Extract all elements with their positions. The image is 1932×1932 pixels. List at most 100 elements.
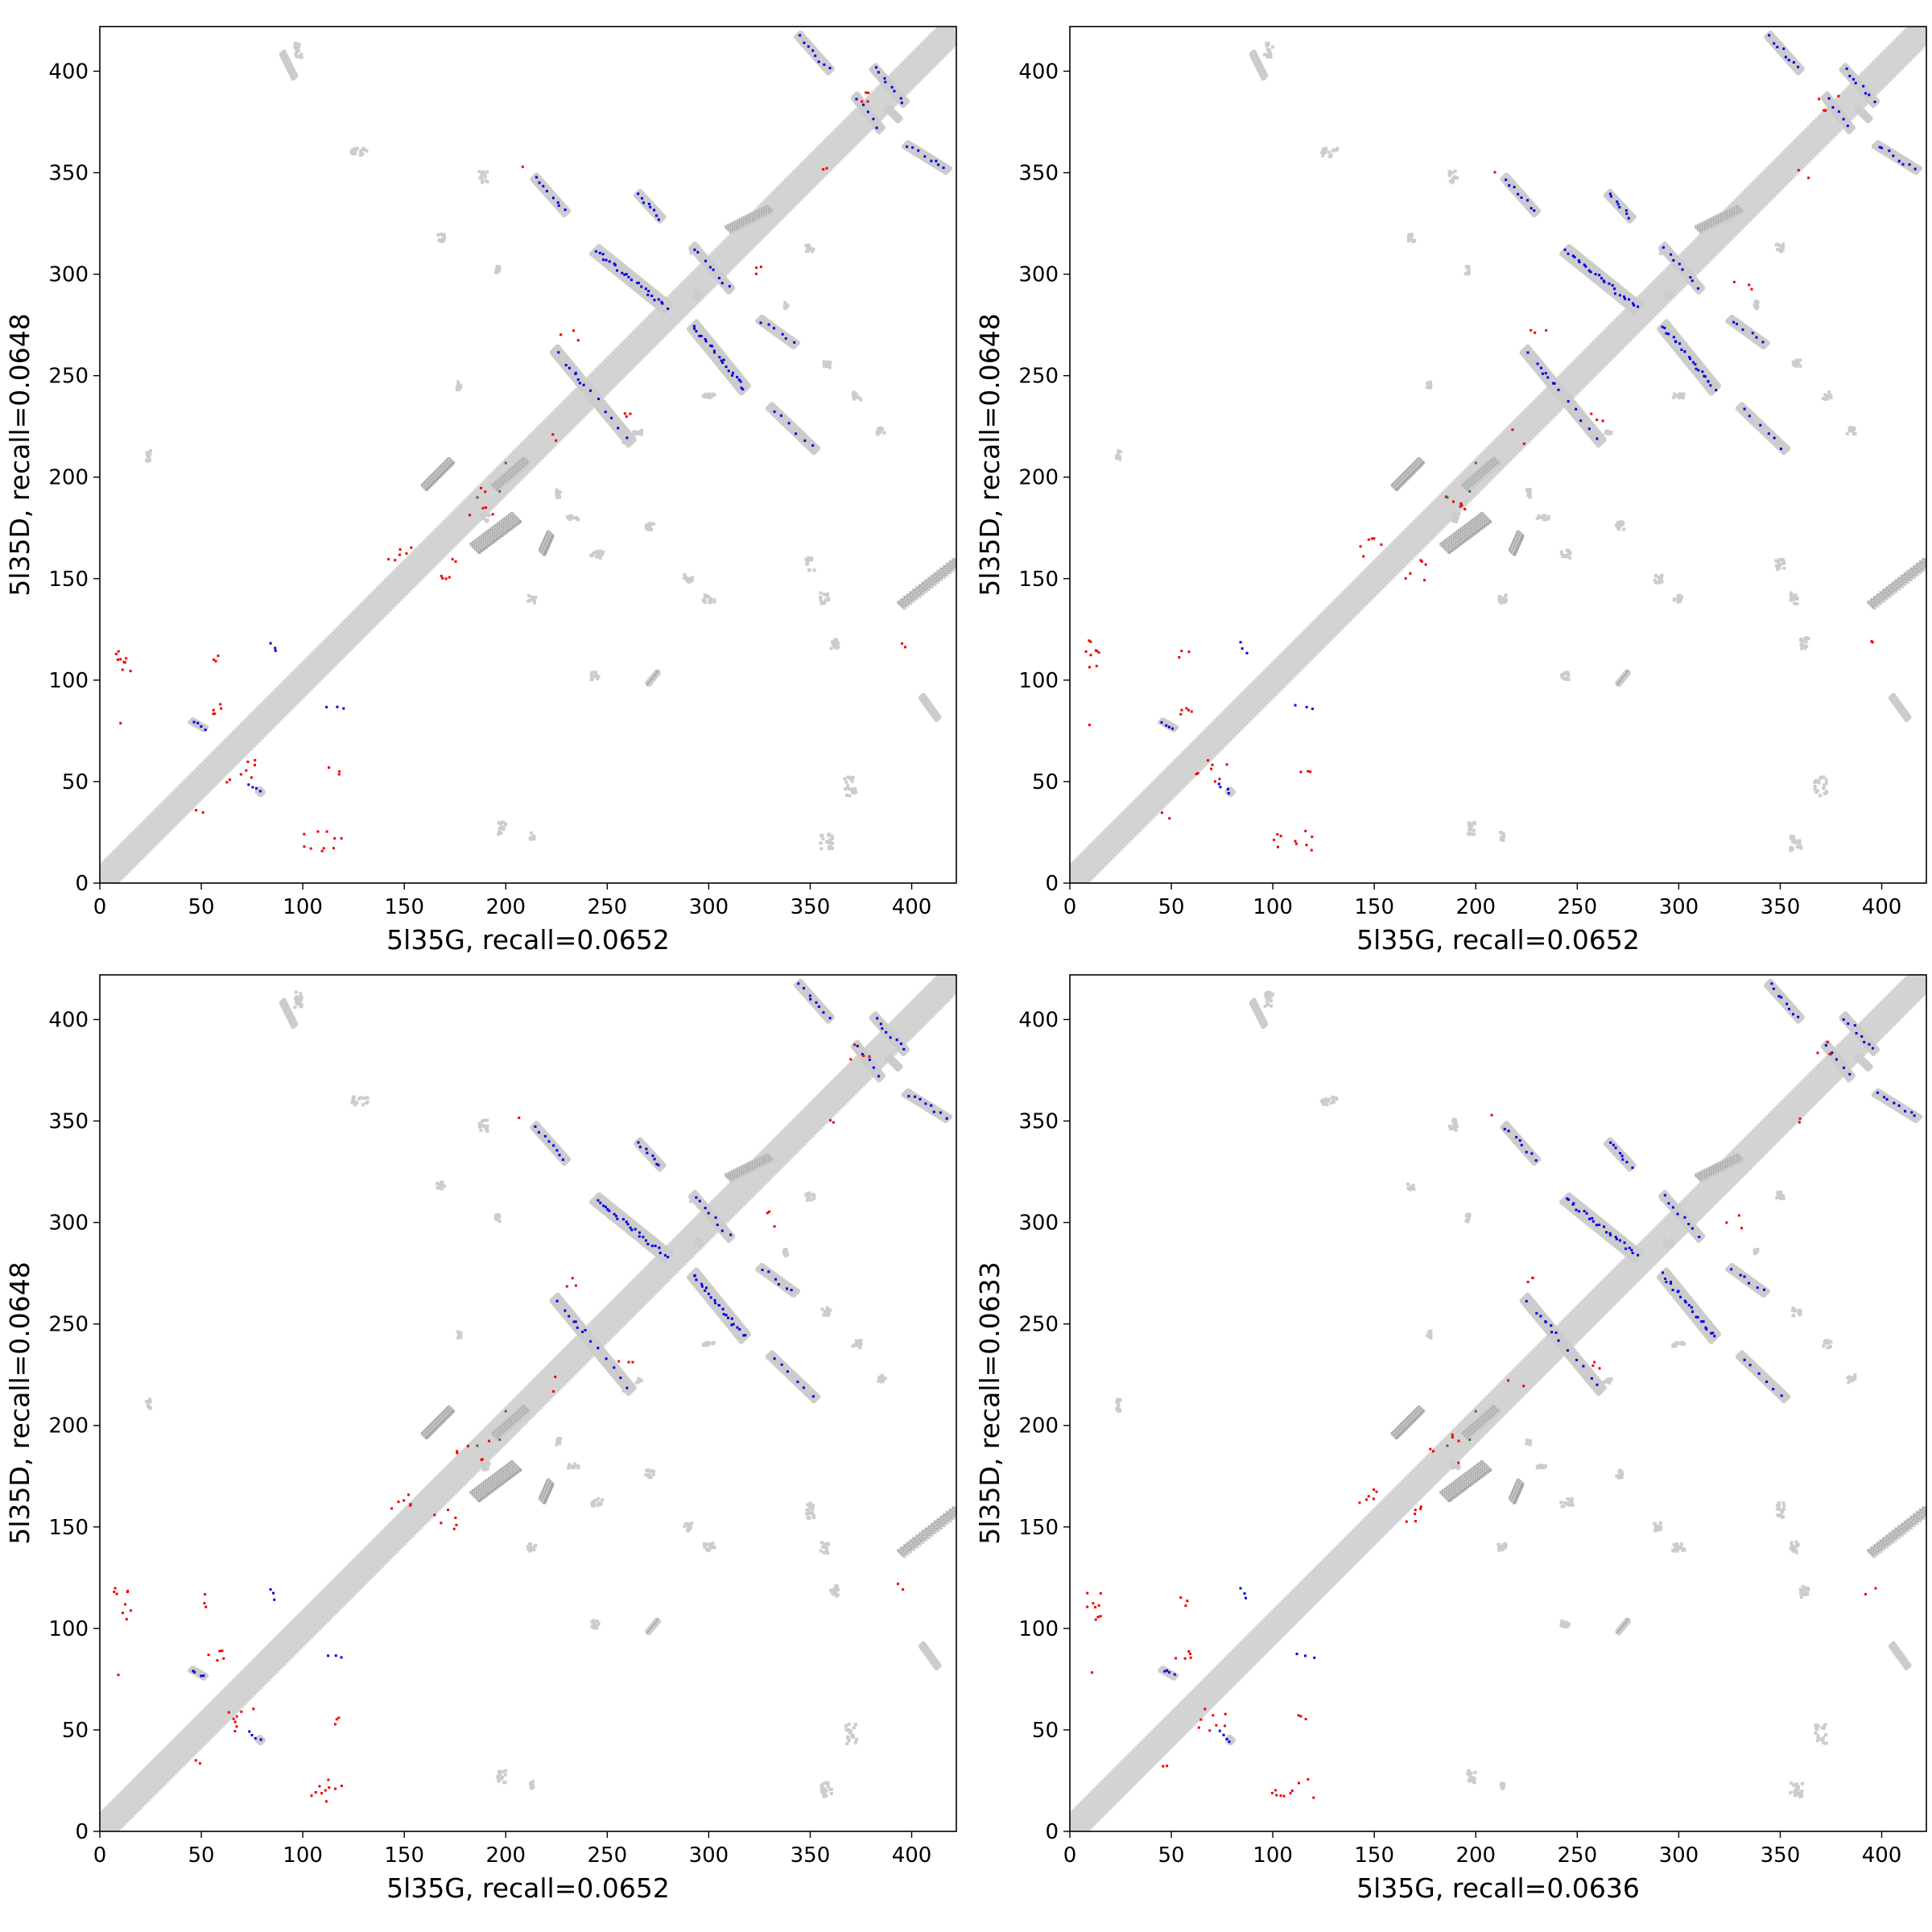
diagonal-point [562, 432, 567, 437]
diagonal-point [339, 655, 344, 660]
diagonal-point [619, 347, 624, 352]
diagonal-point [844, 122, 849, 126]
diagonal-point [739, 239, 744, 244]
diagonal-point [443, 523, 448, 528]
diagonal-point [871, 99, 876, 104]
diagonal-point [167, 811, 171, 816]
diagonal-point [142, 824, 147, 828]
diagonal-point [710, 280, 715, 285]
diagonal-point [124, 842, 129, 847]
diagonal-point [363, 615, 368, 620]
diagonal-point [258, 737, 262, 741]
diagonal-point [812, 175, 817, 180]
diagonal-point [650, 332, 654, 337]
diagonal-point [471, 523, 476, 528]
diagonal-point [592, 369, 597, 374]
diagonal-point [720, 246, 725, 250]
diagonal-point [308, 682, 313, 687]
diagonal-point [443, 531, 448, 536]
diagonal-point [274, 687, 279, 692]
diagonal-point [840, 146, 845, 151]
diagonal-point [814, 180, 819, 185]
diagonal-point [332, 646, 337, 650]
diagonal-point [138, 832, 142, 836]
diagonal-point [473, 502, 477, 506]
diagonal-point [477, 518, 481, 522]
diagonal-point [729, 266, 733, 270]
diagonal-point [852, 134, 857, 138]
diagonal-point [396, 594, 401, 599]
diagonal-point [229, 753, 234, 758]
diagonal-point [130, 865, 134, 869]
diagonal-point [946, 16, 950, 20]
diagonal-point [467, 523, 472, 528]
diagonal-point [315, 651, 320, 656]
diagonal-point [270, 724, 275, 729]
diagonal-point [611, 375, 616, 380]
diagonal-point [451, 523, 456, 528]
diagonal-point [359, 623, 364, 628]
diagonal-point [753, 221, 758, 226]
diagonal-point [452, 534, 457, 539]
diagonal-point [316, 650, 321, 654]
diagonal-point [592, 386, 597, 390]
diagonal-point [550, 440, 555, 445]
diagonal-point [160, 802, 165, 807]
diagonal-point [603, 387, 608, 392]
diagonal-point [544, 442, 549, 447]
diagonal-point [183, 779, 188, 784]
diagonal-point [118, 877, 122, 881]
diagonal-point [828, 158, 833, 163]
diagonal-point [544, 450, 549, 455]
diagonal-point [842, 144, 847, 149]
diagonal-point [783, 207, 788, 212]
diagonal-point [575, 391, 580, 396]
diagonal-point [635, 339, 640, 344]
diagonal-point [942, 20, 946, 24]
diagonal-point [176, 790, 181, 795]
diagonal-point [579, 399, 584, 404]
diagonal-point [824, 154, 829, 159]
diagonal-point [875, 87, 880, 92]
diagonal-point [424, 562, 429, 567]
diagonal-point [824, 171, 829, 175]
diagonal-point [460, 514, 465, 518]
diagonal-point [436, 558, 441, 563]
diagonal-point [379, 615, 384, 620]
diagonal-point [854, 115, 859, 120]
diagonal-point [487, 483, 492, 488]
diagonal-point [930, 56, 935, 61]
diagonal-point [749, 237, 753, 242]
diagonal-point [642, 320, 646, 325]
diagonal-point [702, 280, 707, 285]
diagonal-point [812, 158, 817, 163]
diagonal-point [646, 341, 650, 345]
diagonal-point [469, 493, 473, 497]
diagonal-point [931, 43, 936, 47]
diagonal-point [554, 412, 559, 417]
diagonal-point [300, 666, 305, 671]
diagonal-point [903, 67, 908, 72]
diagonal-point [848, 122, 853, 126]
diagonal-point [854, 128, 859, 133]
diagonal-point [250, 724, 254, 729]
diagonal-point [254, 716, 258, 721]
diagonal-point [506, 464, 510, 469]
diagonal-point [260, 718, 265, 723]
diagonal-point [264, 730, 269, 735]
diagonal-point [515, 446, 520, 451]
diagonal-point [943, 47, 948, 52]
diagonal-point [935, 35, 940, 39]
diagonal-point [473, 522, 477, 526]
diagonal-point [280, 694, 285, 699]
diagonal-point [534, 452, 539, 457]
diagonal-point [448, 518, 453, 522]
diagonal-point [205, 757, 210, 762]
diagonal-point [371, 623, 376, 628]
diagonal-point [410, 552, 415, 557]
diagonal-point [926, 56, 931, 61]
diagonal-point [599, 363, 604, 368]
diagonal-point [830, 140, 835, 145]
diagonal-point [485, 506, 490, 510]
diagonal-point [522, 440, 526, 445]
